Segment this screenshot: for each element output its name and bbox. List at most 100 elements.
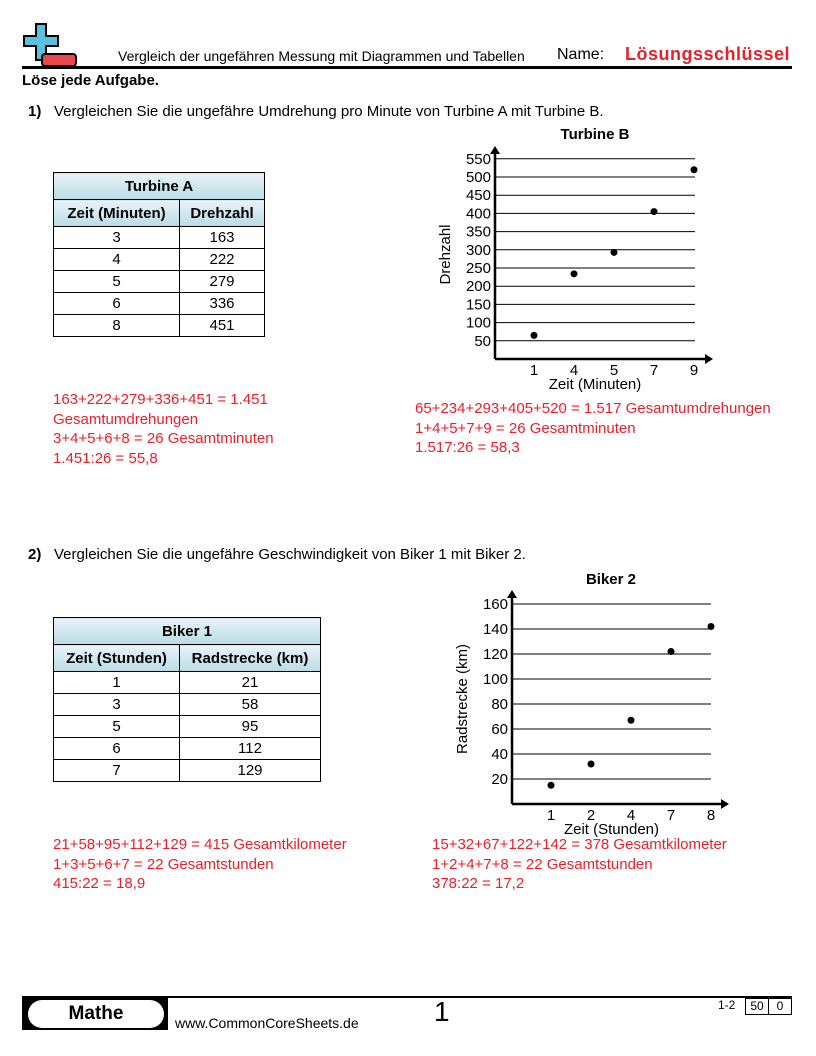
column-header: Drehzahl <box>179 199 265 227</box>
y-tick-label: 250 <box>466 260 491 277</box>
data-point <box>610 248 618 256</box>
table-row: 3 163 <box>53 226 265 249</box>
x-axis-arrow-icon <box>705 354 713 364</box>
answer-line: 378:22 = 17,2 <box>432 875 525 892</box>
y-tick-label: 140 <box>483 621 508 638</box>
footer-divider <box>22 996 792 998</box>
x-tick-label: 9 <box>690 362 698 379</box>
answer-line: 415:22 = 18,9 <box>53 875 146 892</box>
problem-question: Vergleichen Sie die ungefähre Geschwindi… <box>54 546 526 563</box>
table-row: 3 58 <box>53 693 321 716</box>
y-tick-label: 80 <box>491 696 508 713</box>
y-tick-label: 450 <box>466 187 491 204</box>
x-tick-label: 4 <box>627 807 635 824</box>
y-axis-arrow-icon <box>490 146 500 154</box>
x-tick-label: 2 <box>587 807 595 824</box>
column-header: Radstrecke (km) <box>179 644 321 672</box>
y-tick-label: 100 <box>466 315 491 332</box>
data-point <box>650 208 658 216</box>
y-tick-label: 550 <box>466 151 491 168</box>
table-title: Turbine A <box>53 172 265 200</box>
answer-right: 15+32+67+122+142 = 378 Gesamtkilometer 1… <box>432 835 727 894</box>
cell: 7 <box>53 759 180 782</box>
chart-title: Turbine B <box>561 126 630 143</box>
cell: 112 <box>179 737 321 760</box>
y-axis-label: Radstrecke (km) <box>454 644 471 754</box>
column-header: Zeit (Minuten) <box>53 199 180 227</box>
data-point <box>547 781 555 789</box>
scatter-chart-biker-2: Biker 2 20 40 60 80 100 120 140 160 1 2 4 7 8 Zeit (St… <box>454 571 729 838</box>
problem-question: Vergleichen Sie die ungefähre Umdrehung … <box>54 103 604 120</box>
cell: 451 <box>179 314 265 337</box>
header-divider <box>22 66 792 69</box>
table-row: 8 451 <box>53 314 265 337</box>
instructions: Löse jede Aufgabe. <box>22 72 159 89</box>
cell: 8 <box>53 314 180 337</box>
answer-line: Gesamtumdrehungen <box>53 410 199 428</box>
x-tick-label: 1 <box>530 362 538 379</box>
y-tick-label: 20 <box>491 771 508 788</box>
answer-left: 21+58+95+112+129 = 415 Gesamtkilometer 1… <box>53 835 347 894</box>
chart-title: Biker 2 <box>586 571 636 588</box>
x-tick-label: 7 <box>667 807 675 824</box>
scatter-chart-turbine-b: Turbine B5010015020025030035040045050055… <box>437 126 713 393</box>
x-tick-label: 1 <box>547 807 555 824</box>
data-point <box>570 270 578 278</box>
x-tick-label: 8 <box>707 807 715 824</box>
y-tick-label: 100 <box>483 671 508 688</box>
y-tick-label: 160 <box>483 596 508 613</box>
table-row: 5 279 <box>53 270 265 293</box>
y-tick-label: 60 <box>491 721 508 738</box>
table-title: Biker 1 <box>53 617 321 645</box>
table-row: 7 129 <box>53 759 321 782</box>
answer-line: 21+58+95+112+129 = 415 Gesamtkilometer <box>53 836 347 853</box>
x-axis-label: Zeit (Minuten) <box>549 376 642 393</box>
score-value: 0 <box>768 998 792 1015</box>
data-point <box>690 166 698 174</box>
score-total: 50 <box>745 998 769 1015</box>
answer-left: 163+222+279+336+451 = 1.451 Gesamtumdreh… <box>53 390 274 468</box>
x-tick-label: 4 <box>570 362 578 379</box>
y-tick-label: 400 <box>466 205 491 222</box>
y-axis-arrow-icon <box>507 590 517 598</box>
answer-line: 1.451:26 = 55,8 <box>53 449 158 467</box>
problem-range: 1-2 <box>718 998 736 1012</box>
y-tick-label: 350 <box>466 224 491 241</box>
x-axis-arrow-icon <box>721 799 729 809</box>
answer-line: 3+4+5+6+8 = 26 Gesamtminuten <box>53 430 274 447</box>
data-point <box>667 648 675 655</box>
page-number: 1 <box>434 996 450 1027</box>
data-point <box>707 623 715 630</box>
answer-line: 1+4+5+7+9 = 26 Gesamtminuten <box>415 419 636 437</box>
y-tick-label: 500 <box>466 169 491 186</box>
table-row: 6 336 <box>53 292 265 315</box>
y-tick-label: 200 <box>466 278 491 295</box>
data-point <box>587 760 595 768</box>
data-point <box>627 716 635 724</box>
y-tick-label: 50 <box>474 333 491 350</box>
worksheet-title: Vergleich der ungefähren Messung mit Dia… <box>118 48 525 64</box>
answer-line: 1.517:26 = 58,3 <box>415 439 520 456</box>
cell: 336 <box>179 292 265 315</box>
answer-line: 1+3+5+6+7 = 22 Gesamtstunden <box>53 855 274 873</box>
cell: 129 <box>179 759 321 782</box>
problem-number: 2) <box>28 546 42 563</box>
y-tick-label: 40 <box>491 746 508 763</box>
answer-right: 65+234+293+405+520 = 1.517 Gesamtumdrehu… <box>415 399 771 458</box>
answer-line: 1+2+4+7+8 = 22 Gesamtstunden <box>432 855 653 873</box>
column-header: Zeit (Stunden) <box>53 644 180 672</box>
answer-key-label: Lösungsschlüssel <box>625 44 791 64</box>
problem-number: 1) <box>28 103 42 120</box>
y-tick-label: 120 <box>483 646 508 663</box>
answer-line: 163+222+279+336+451 = 1.451 <box>53 391 268 408</box>
name-label: Name: <box>557 46 605 63</box>
x-tick-label: 7 <box>650 362 658 379</box>
y-axis-label: Drehzahl <box>437 224 454 284</box>
y-tick-label: 150 <box>466 296 491 313</box>
x-axis-label: Zeit (Stunden) <box>564 821 659 838</box>
data-point <box>530 331 538 339</box>
site-url: www.CommonCoreSheets.de <box>175 1015 359 1031</box>
